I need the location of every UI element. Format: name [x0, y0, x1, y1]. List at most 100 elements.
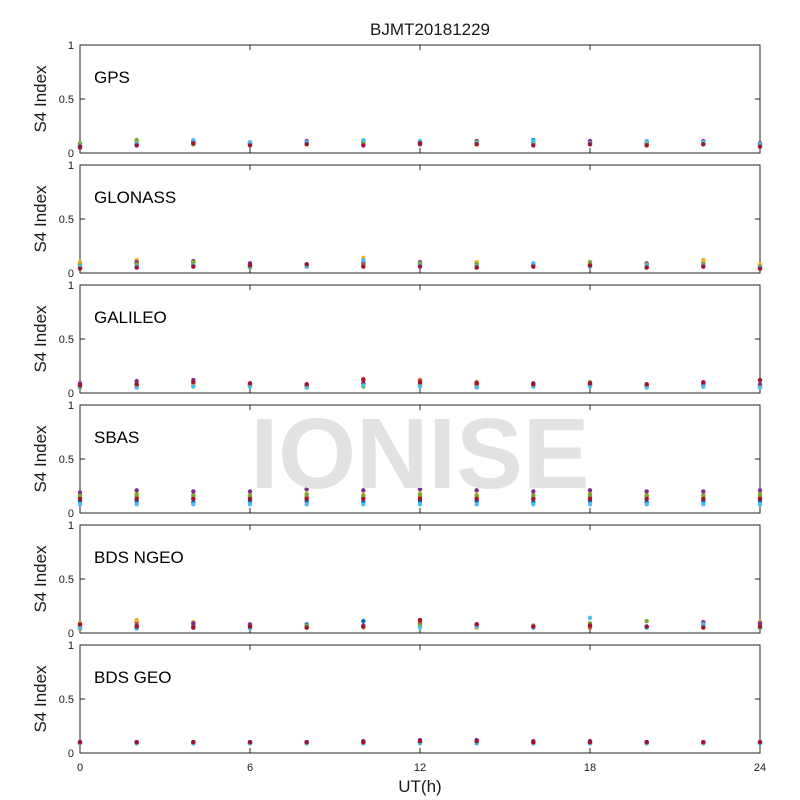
- panel-points: [77, 737, 763, 746]
- panel-points: [77, 376, 763, 390]
- series-6: [77, 141, 763, 149]
- data-point: [191, 384, 196, 389]
- panel-1: 0 0.5 1 S4 Index GLONASS: [31, 160, 763, 280]
- data-point: [417, 141, 423, 146]
- data-point: [361, 502, 366, 507]
- data-point: [361, 496, 366, 502]
- data-point: [134, 385, 139, 390]
- series-6: [77, 617, 763, 630]
- data-point: [134, 492, 139, 497]
- data-point: [361, 488, 366, 493]
- data-point: [757, 377, 763, 383]
- y-tick-label: 0.5: [59, 94, 74, 106]
- panel-3: 0 0.5 1 S4 Index SBAS: [31, 400, 763, 520]
- data-point: [191, 493, 196, 498]
- data-point: [587, 623, 593, 628]
- data-point: [701, 493, 706, 498]
- y-axis-label: S4 Index: [31, 65, 50, 133]
- y-axis-label: S4 Index: [31, 425, 50, 493]
- data-point: [644, 382, 649, 387]
- data-point: [587, 142, 593, 147]
- data-point: [644, 265, 649, 270]
- panel-frame: [79, 524, 761, 634]
- series-6: [77, 738, 763, 745]
- panel-label: BDS NGEO: [94, 548, 184, 567]
- y-tick-label: 0: [68, 628, 74, 640]
- data-point: [644, 385, 649, 390]
- data-point: [701, 496, 706, 502]
- panel-frame: [79, 644, 761, 754]
- data-point: [417, 738, 423, 744]
- x-tick-label: 24: [754, 762, 766, 774]
- data-point: [77, 383, 83, 388]
- data-point: [417, 264, 423, 269]
- data-point: [304, 492, 309, 497]
- data-point: [587, 496, 593, 502]
- data-point: [191, 740, 196, 745]
- data-point: [191, 141, 196, 146]
- panel-points: [77, 487, 763, 507]
- panel-label: SBAS: [94, 428, 139, 447]
- data-point: [644, 624, 649, 629]
- data-point: [701, 622, 706, 627]
- data-point: [247, 496, 253, 502]
- data-point: [644, 502, 649, 507]
- y-tick-label: 0.5: [59, 574, 74, 586]
- data-point: [134, 617, 139, 623]
- series-6: [77, 262, 763, 271]
- data-point: [417, 492, 423, 497]
- y-tick-label: 0.5: [59, 214, 74, 226]
- y-axis-label: S4 Index: [31, 305, 50, 373]
- data-point: [531, 143, 536, 148]
- data-point: [417, 380, 423, 385]
- y-tick-label: 1: [68, 40, 74, 52]
- data-point: [134, 502, 139, 507]
- y-tick-label: 0: [68, 268, 74, 280]
- data-point: [361, 624, 366, 629]
- data-point: [644, 143, 649, 148]
- data-point: [531, 264, 536, 269]
- data-point: [247, 624, 253, 629]
- data-point: [247, 740, 253, 745]
- data-point: [417, 617, 423, 623]
- data-point: [701, 142, 706, 147]
- data-point: [247, 381, 253, 386]
- x-tick-label: 0: [77, 762, 83, 774]
- y-tick-label: 0.5: [59, 334, 74, 346]
- data-point: [644, 618, 649, 624]
- y-tick-label: 1: [68, 160, 74, 172]
- data-point: [587, 263, 593, 268]
- data-point: [531, 382, 536, 387]
- data-point: [531, 489, 536, 494]
- data-point: [587, 384, 593, 389]
- data-point: [417, 496, 423, 502]
- data-point: [701, 489, 706, 494]
- data-point: [191, 260, 196, 265]
- data-point: [361, 377, 366, 383]
- data-point: [304, 142, 309, 147]
- data-point: [361, 383, 366, 388]
- data-point: [701, 502, 706, 507]
- data-point: [757, 502, 763, 507]
- panel-5: 0 0.5 1 S4 Index BDS GEO: [31, 640, 763, 760]
- data-point: [134, 496, 139, 502]
- data-point: [531, 493, 536, 498]
- panel-0: 0 0.5 1 S4 Index GPS: [31, 40, 763, 160]
- data-point: [247, 143, 253, 148]
- data-point: [701, 257, 706, 263]
- data-point: [474, 385, 479, 390]
- data-point: [247, 502, 253, 507]
- data-point: [531, 740, 536, 745]
- data-point: [644, 740, 649, 745]
- y-tick-label: 0: [68, 748, 74, 760]
- series-5: [77, 383, 763, 390]
- data-point: [474, 738, 479, 744]
- data-point: [361, 618, 366, 624]
- data-point: [304, 487, 309, 492]
- data-point: [304, 385, 309, 390]
- data-point: [587, 740, 593, 745]
- data-point: [474, 502, 479, 507]
- data-point: [77, 493, 83, 498]
- y-tick-label: 0.5: [59, 694, 74, 706]
